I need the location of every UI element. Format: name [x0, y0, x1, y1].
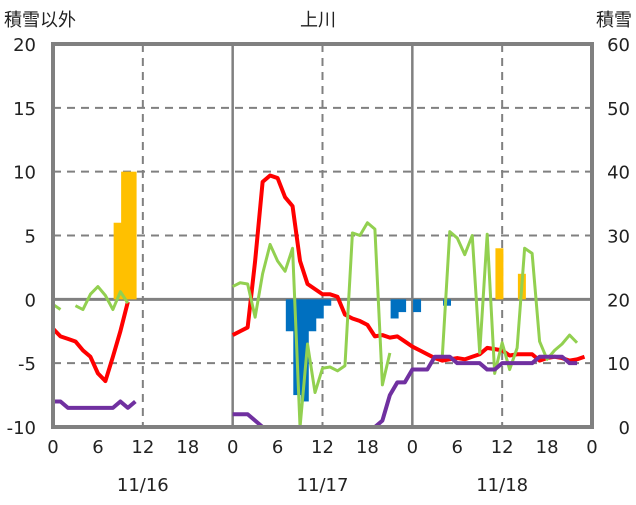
- y-tick-left: 15: [13, 99, 36, 120]
- orange-bar: [495, 248, 504, 300]
- y-tick-right: 50: [607, 99, 630, 120]
- orange-bar: [121, 171, 130, 300]
- date-label: 11/18: [476, 475, 528, 496]
- x-tick: 18: [536, 437, 559, 458]
- y-tick-right: 60: [607, 35, 630, 56]
- blue-bar: [323, 299, 332, 306]
- x-tick: 0: [227, 437, 238, 458]
- x-tick: 6: [452, 437, 463, 458]
- y-tick-right: 10: [607, 354, 630, 375]
- green-line-segment: [231, 221, 392, 429]
- blue-bar: [413, 299, 422, 313]
- red-line-segment: [51, 301, 130, 384]
- x-tick: 0: [407, 437, 418, 458]
- frame: [51, 42, 594, 429]
- y-tick-right: 0: [619, 418, 630, 439]
- blue-bar: [308, 299, 317, 332]
- orange-bar: [128, 171, 137, 300]
- red-line-segment: [231, 173, 586, 363]
- grid: [53, 44, 592, 427]
- chart-title: 上川: [300, 10, 336, 31]
- x-tick: 0: [586, 437, 597, 458]
- y-tick-left: -5: [18, 354, 36, 375]
- x-tick: 6: [92, 437, 103, 458]
- y-tick-left: -10: [7, 418, 36, 439]
- y-tick-right: 20: [607, 290, 630, 311]
- purple-line-segment: [53, 399, 137, 410]
- blue-bar: [285, 299, 294, 332]
- y-tick-left: 20: [13, 35, 36, 56]
- green-line-segment: [440, 230, 579, 375]
- plot-border: [51, 42, 594, 429]
- orange-bar: [113, 222, 122, 300]
- date-label: 11/16: [117, 475, 169, 496]
- x-tick: 12: [491, 437, 514, 458]
- y-tick-left: 0: [25, 290, 36, 311]
- date-label: 11/17: [297, 475, 349, 496]
- y-tick-left: 10: [13, 163, 36, 184]
- green-line-segment: [74, 285, 130, 312]
- x-tick: 18: [176, 437, 199, 458]
- right-axis-title: 積雪: [596, 10, 632, 31]
- y-tick-left: 5: [25, 227, 36, 248]
- y-tick-right: 40: [607, 163, 630, 184]
- purple-line-segment: [232, 354, 578, 429]
- blue-bar: [315, 299, 324, 319]
- blue-bar: [300, 299, 309, 402]
- blue-bar: [398, 299, 407, 313]
- x-tick: 12: [131, 437, 154, 458]
- x-tick: 12: [311, 437, 334, 458]
- x-tick: 0: [47, 437, 58, 458]
- x-tick: 6: [272, 437, 283, 458]
- x-tick: 18: [356, 437, 379, 458]
- bars: [113, 171, 526, 402]
- left-axis-title: 積雪以外: [4, 10, 76, 31]
- blue-bar: [390, 299, 399, 319]
- y-tick-right: 30: [607, 227, 630, 248]
